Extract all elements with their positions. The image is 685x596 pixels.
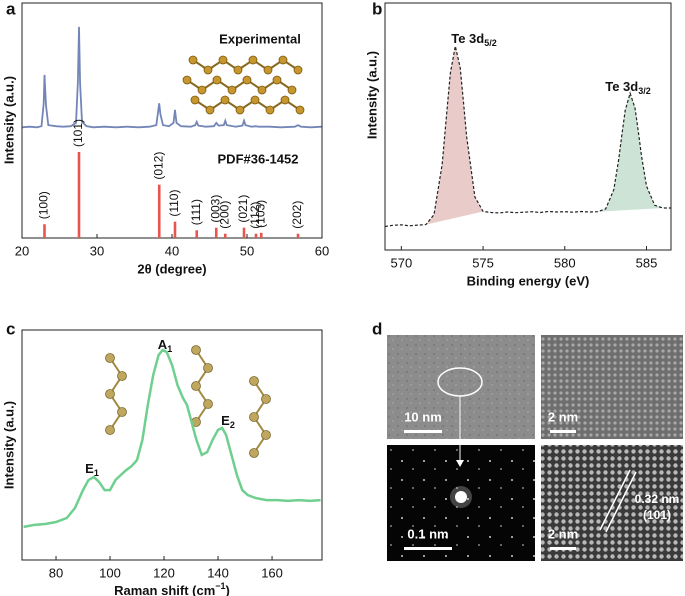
data-line [21,26,323,129]
peak-index-label: (101) [71,119,85,147]
x-tick-label: 120 [153,565,175,580]
reference-peak [296,233,300,238]
scale-bar-label: 2 nm [548,526,578,541]
x-axis-label: Raman shift (cm−1) [114,581,230,596]
x-axis-label-part: Raman shift (cm [114,583,215,596]
annotation-part: Te 3d [451,31,484,46]
peak-index-label: (021) [236,195,250,223]
panel-label: a [6,0,16,18]
panel-label: d [372,319,382,338]
peak-index-label: (112) [248,202,262,229]
annotation-part: 1 [167,344,172,354]
x-tick-label: 575 [472,255,494,270]
annotation-part: Te 3d [605,79,638,94]
peak-index-label: (012) [151,152,165,180]
panel-label: c [6,319,15,338]
peak-index-label: (110) [167,190,181,217]
lattice-annotation: 0.32 nm [635,492,680,506]
data-line [23,348,321,529]
x-tick-label: 100 [99,565,121,580]
reference-peak [214,227,218,238]
reference-peak [242,227,246,238]
x-tick-label: 20 [15,243,29,258]
annotation-part: 1 [94,468,99,478]
x-tick-label: 50 [240,243,254,258]
x-tick-label: 60 [315,243,329,258]
crystal-inset [182,55,305,115]
scale-bar-label: 0.1 nm [407,526,448,541]
panel-label: b [372,0,382,18]
reference-peak [254,233,258,238]
annotation: Te 3d5/2 [451,31,497,48]
x-tick-label: 40 [165,243,179,258]
peak-index-label: (200) [217,201,231,229]
peak-fill [425,46,484,225]
annotation-part: E [221,413,230,428]
x-tick-label: 585 [636,255,658,270]
x-axis-label: Binding energy (eV) [467,273,590,288]
annotation-part: 2 [230,420,235,430]
x-axis-label: 2θ (degree) [137,261,206,276]
reference-peak [77,152,81,238]
x-tick-label: 580 [554,255,576,270]
annotation-part: 3/2 [638,86,651,96]
plot-frame [384,2,672,251]
peak-index-label: (202) [290,201,304,229]
data-line [384,46,671,228]
annotation: E1 [85,461,99,478]
tem-image [387,335,535,439]
annotation: Te 3d3/2 [605,79,651,96]
peak-fill [597,93,663,212]
annotation-part: A [158,337,168,352]
peak-index-label: (003) [208,195,222,223]
reference-peak [173,221,177,238]
plot-frame [21,329,323,561]
y-axis-label: Intensity (a.u.) [364,51,379,139]
annotation-part: 5/2 [484,38,497,48]
y-axis-label: Intensity (a.u.) [1,401,16,489]
annotation: E2 [221,413,235,430]
x-tick-label: 160 [261,565,283,580]
annotation: A1 [158,337,172,354]
reference-peak [43,224,46,238]
reference-peak [157,184,161,238]
tem-image [541,445,683,561]
reference-peak [223,233,227,238]
lattice-annotation: (101) [643,508,671,522]
x-axis-label-part: ) [226,583,230,596]
scale-bar-label: 2 nm [548,409,578,424]
peak-index-label: (111) [189,199,203,225]
peak-index-label: (100) [37,191,51,219]
x-tick-label: 570 [390,255,412,270]
y-axis-label: Intensity (a.u.) [1,76,16,164]
vibration-modes [104,344,272,459]
reference-peak [195,230,199,238]
x-tick-label: 140 [207,565,229,580]
x-tick-label: 30 [90,243,104,258]
reference-peak [259,232,263,238]
x-axis-label-part: −1 [215,581,225,591]
chart-label: Experimental [219,31,301,46]
chart-label: PDF#36-1452 [218,151,299,166]
tem-image [541,335,683,439]
tem-images [387,335,683,561]
annotation-part: E [85,461,94,476]
peak-index-label: (103) [253,200,267,228]
scale-bar-label: 10 nm [404,409,442,424]
x-tick-label: 80 [49,565,63,580]
